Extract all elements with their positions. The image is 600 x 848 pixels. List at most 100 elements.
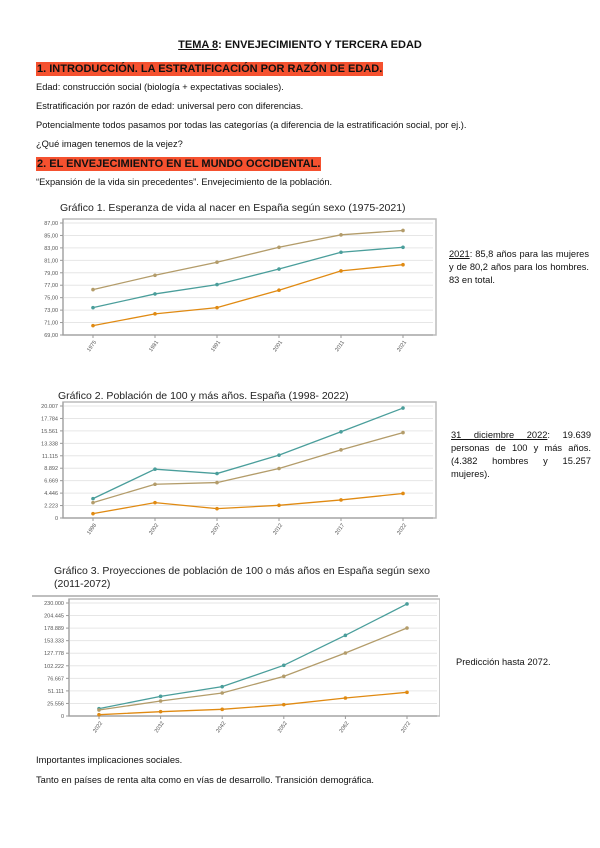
x-tick-label: 1991 (210, 340, 222, 353)
y-tick-label: 85,00 (44, 233, 58, 239)
data-point (339, 250, 343, 255)
data-point (339, 233, 343, 237)
x-tick-label: 2017 (334, 523, 346, 536)
x-tick-label: 1981 (148, 340, 160, 353)
data-point (343, 633, 348, 638)
data-point (153, 292, 157, 296)
y-tick-label: 17.784 (41, 416, 58, 422)
y-tick-label: 8.892 (44, 466, 58, 472)
paragraph: Tanto en países de renta alta como en ví… (36, 775, 374, 785)
data-point (401, 491, 405, 496)
y-tick-label: 230.000 (44, 601, 64, 607)
note-date: 31 diciembre 2022 (451, 430, 548, 440)
data-point (215, 260, 219, 264)
data-point (401, 262, 405, 267)
y-tick-label: 178.889 (44, 626, 64, 632)
data-point (158, 709, 163, 714)
y-tick-label: 2.223 (44, 504, 58, 510)
series-line (98, 691, 408, 716)
chart-title: Gráfico 1. Esperanza de vida al nacer en… (60, 202, 406, 214)
series-line (92, 264, 404, 327)
data-point (282, 702, 286, 707)
data-point (215, 282, 219, 287)
y-tick-label: 0 (55, 516, 58, 522)
paragraph: Estratificación por razón de edad: unive… (36, 101, 304, 111)
data-point (282, 674, 286, 679)
data-point (91, 287, 95, 292)
data-point (343, 696, 348, 700)
data-point (215, 480, 219, 485)
data-point (220, 684, 224, 689)
chart-population-100: Gráfico 2. Población de 100 y más años. … (41, 390, 437, 536)
y-tick-label: 4.446 (44, 491, 58, 497)
data-point (215, 506, 219, 511)
y-tick-label: 77,00 (44, 283, 58, 289)
data-point (277, 245, 281, 250)
x-tick-label: 2012 (272, 523, 284, 536)
series-line (98, 603, 408, 710)
y-tick-label: 20.007 (41, 404, 58, 410)
data-point (215, 305, 219, 310)
series-line (92, 431, 404, 504)
chart-title: Gráfico 2. Población de 100 y más años. … (58, 390, 349, 402)
data-point (339, 448, 343, 452)
data-point (343, 651, 348, 655)
chart-projection-100: Gráfico 3. Proyecciones de población de … (32, 565, 440, 734)
data-point (153, 312, 157, 316)
y-tick-label: 69,00 (44, 333, 58, 339)
note-life-expectancy: 2021: 85,8 años para las mujeres y de 80… (449, 248, 589, 287)
note-text: : 19.639 personas de 100 y más años. (4.… (451, 430, 591, 479)
x-tick-label: 2007 (210, 523, 222, 536)
chart-life-expectancy: Gráfico 1. Esperanza de vida al nacer en… (44, 202, 437, 353)
y-tick-label: 79,00 (44, 271, 58, 277)
x-tick-label: 2002 (148, 523, 160, 536)
y-tick-label: 204.445 (44, 614, 64, 620)
data-point (401, 245, 405, 250)
data-point (220, 707, 224, 712)
data-point (277, 503, 281, 508)
paragraph: Edad: construcción social (biología + ex… (36, 82, 284, 92)
data-point (405, 626, 409, 630)
x-tick-label: 2072 (400, 721, 412, 734)
series-line (92, 492, 404, 515)
x-tick-label: 2042 (215, 721, 227, 734)
y-tick-label: 83,00 (44, 246, 58, 252)
section-heading-2: 2. EL ENVEJECIMIENTO EN EL MUNDO OCCIDEN… (36, 157, 322, 171)
note-text: : 85,8 años para las mujeres y de 80,2 a… (449, 249, 589, 285)
plot-frame (62, 401, 437, 519)
data-point (277, 288, 281, 292)
y-tick-label: 71,00 (44, 321, 58, 327)
series-line (98, 627, 408, 711)
data-point (91, 500, 95, 505)
x-tick-label: 2001 (272, 340, 284, 353)
data-point (339, 498, 343, 502)
data-point (277, 466, 281, 471)
data-point (405, 690, 409, 695)
chart-title-line: (2011-2072) (54, 578, 110, 590)
y-tick-label: 11.115 (42, 454, 58, 460)
data-point (97, 708, 101, 712)
x-tick-label: 2021 (396, 340, 408, 353)
data-point (153, 482, 157, 487)
data-point (401, 430, 405, 435)
paragraph: Importantes implicaciones sociales. (36, 755, 183, 765)
data-point (339, 269, 343, 273)
y-tick-label: 0 (61, 714, 64, 720)
data-point (153, 273, 157, 278)
y-tick-label: 13.338 (41, 441, 58, 447)
data-point (401, 228, 405, 233)
data-point (158, 694, 163, 699)
data-point (153, 500, 157, 505)
plot-frame (68, 598, 440, 717)
y-tick-label: 15.561 (41, 429, 58, 435)
y-tick-label: 25.556 (47, 701, 64, 707)
note-prediction: Predicción hasta 2072. (456, 657, 551, 667)
data-point (405, 602, 409, 606)
note-date: 2021 (449, 249, 470, 259)
series-line (92, 246, 404, 309)
paragraph: Potencialmente todos pasamos por todas l… (36, 120, 467, 130)
x-tick-label: 2022 (396, 523, 408, 536)
title-topic: TEMA 8 (178, 39, 219, 51)
y-tick-label: 153.333 (44, 639, 64, 645)
document-title: TEMA 8: ENVEJECIMIENTO Y TERCERA EDAD (0, 39, 600, 51)
